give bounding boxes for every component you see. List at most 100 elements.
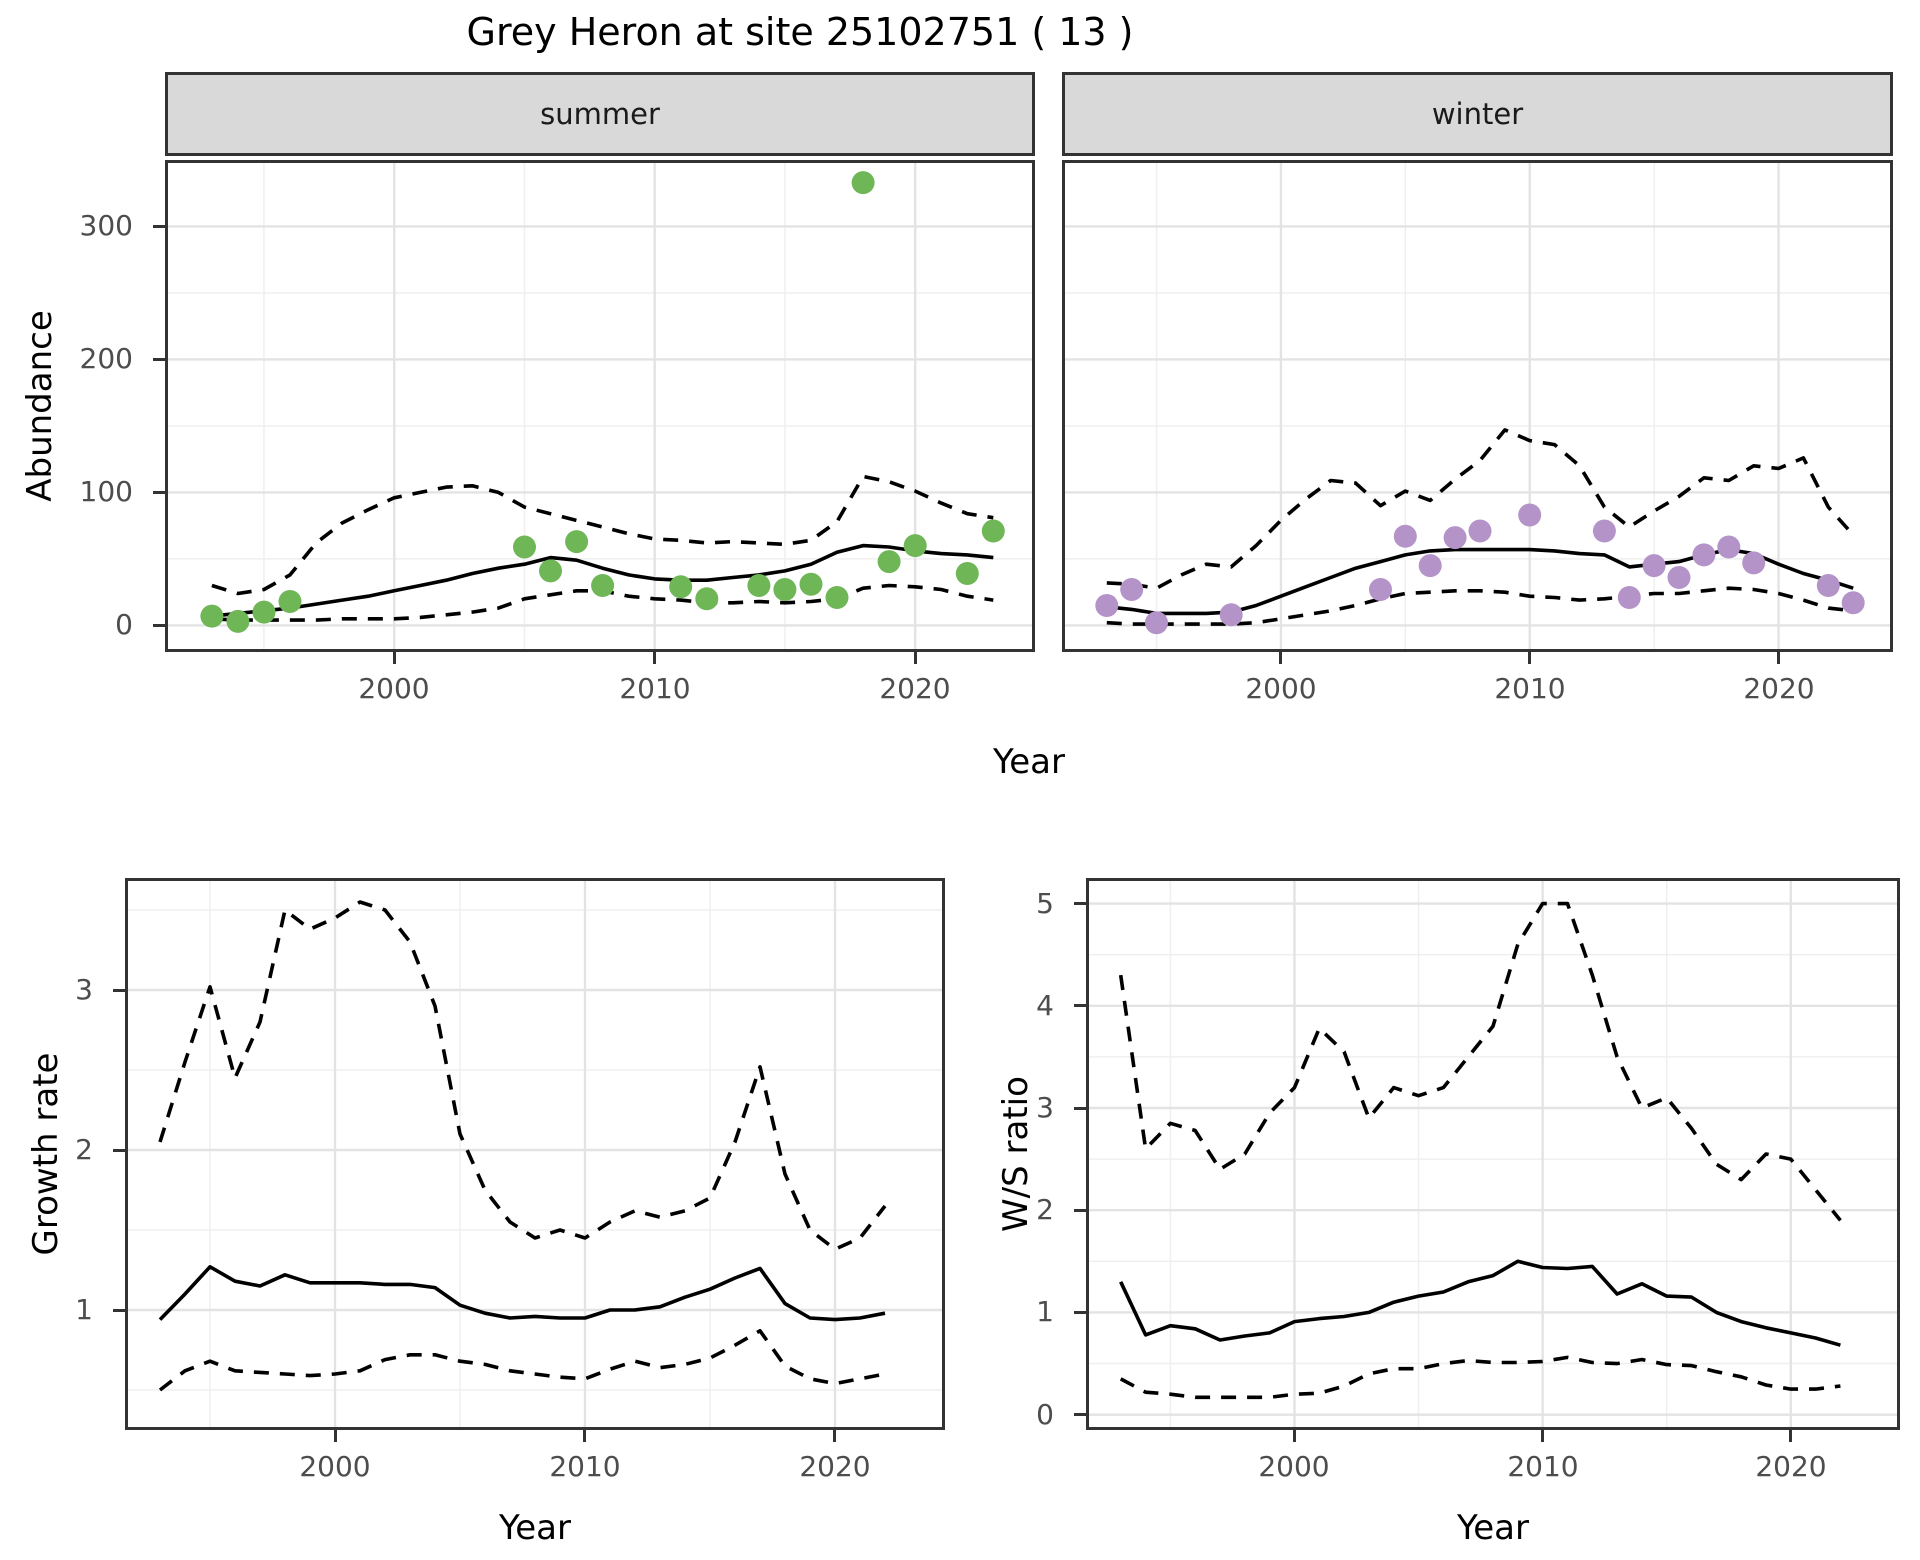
x-tick-label: 2010 [549,1450,621,1483]
fitted-line [211,543,994,618]
y-tick-mark [1074,1311,1086,1314]
winter-data-point [1219,603,1243,627]
summer-data-point [226,609,250,633]
x-tick-mark [833,1430,836,1442]
winter-data-point [1393,524,1417,548]
summer-data-point [591,574,615,597]
winter-data-point [1742,551,1766,575]
y-tick-mark [113,1309,125,1312]
winter-data-point [1145,611,1168,635]
x-tick-label: 2020 [799,1450,871,1483]
y-tick-mark [153,225,165,228]
x-tick-label: 2020 [879,672,951,705]
winter-data-point [1468,519,1492,543]
winter-data-point [1095,594,1119,617]
summer-panel [165,160,1035,652]
summer-data-point [825,586,849,609]
summer-data-point [773,578,797,601]
x-axis-label-year-bottom-left: Year [499,1508,571,1548]
winter-data-point [1841,591,1865,615]
x-tick-mark [653,652,656,664]
panel-border [165,160,1035,652]
summer-data-point [539,559,562,583]
x-tick-mark [334,1430,337,1442]
summer-data-point [747,574,771,597]
summer-data-point [955,562,979,585]
winter-data-point [1592,519,1616,543]
facet-strip-winter-label: winter [1431,97,1524,131]
x-tick-label: 2000 [358,672,430,705]
facet-strip-summer: summer [165,72,1035,156]
winter-data-point [1667,566,1691,589]
summer-data-point [200,604,224,628]
y-tick-mark [113,989,125,992]
x-tick-mark [1279,652,1282,664]
summer-data-point [565,530,589,554]
facet-strip-winter: winter [1062,72,1893,156]
upper-ci-line [1118,901,1842,1222]
x-tick-mark [1528,652,1531,664]
x-tick-label: 2020 [1755,1450,1827,1483]
winter-data-point [1418,554,1442,578]
y-tick-label: 0 [115,608,133,641]
y-tick-label: 3 [75,973,93,1006]
chart-title: Grey Heron at site 25102751 ( 13 ) [466,10,1134,54]
y-tick-mark [153,491,165,494]
y-tick-label: 300 [79,209,133,242]
x-tick-label: 2010 [1507,1450,1579,1483]
x-tick-mark [583,1430,586,1442]
winter-data-point [1443,526,1467,550]
y-tick-mark [1074,1107,1086,1110]
summer-data-point [981,519,1005,543]
winter-panel [1062,160,1893,652]
winter-data-point [1518,503,1542,527]
summer-data-point [669,575,693,599]
upper-ci-line [1106,428,1855,591]
winter-data-point [1692,543,1716,567]
y-tick-label: 3 [1036,1091,1054,1124]
panel-border [1062,160,1893,652]
y-axis-label-abundance: Abundance [20,310,60,502]
y-tick-label: 1 [75,1293,93,1326]
winter-data-point [1617,586,1641,609]
winter-data-point [1120,578,1144,601]
lower-ci-line [1106,586,1854,626]
x-axis-label-year-top: Year [993,742,1065,782]
y-tick-mark [1074,902,1086,905]
y-tick-label: 0 [1036,1398,1054,1431]
y-tick-label: 4 [1036,989,1054,1022]
ws-panel [1086,878,1900,1430]
x-tick-label: 2000 [299,1450,371,1483]
x-tick-label: 2000 [1258,1450,1330,1483]
y-tick-label: 2 [1036,1193,1054,1226]
x-tick-label: 2000 [1245,672,1317,705]
lower-ci-line [1119,1355,1841,1400]
summer-data-point [252,600,276,624]
summer-data-point [278,590,302,613]
y-tick-label: 200 [79,342,133,375]
x-tick-mark [393,652,396,664]
growth-panel [125,878,945,1430]
x-tick-mark [1777,652,1780,664]
x-tick-label: 2020 [1743,672,1815,705]
x-tick-mark [914,652,917,664]
summer-data-point [695,587,719,611]
winter-data-point [1642,554,1666,578]
y-tick-mark [1074,1413,1086,1416]
summer-data-point [513,535,536,559]
y-tick-mark [1074,1209,1086,1212]
x-axis-label-year-bottom-right: Year [1457,1508,1529,1548]
fitted-line [1119,1259,1841,1347]
x-tick-mark [1789,1430,1792,1442]
summer-data-point [903,534,927,558]
y-tick-mark [153,358,165,361]
upper-ci-line [211,474,994,596]
x-tick-label: 2010 [1494,672,1566,705]
x-tick-label: 2010 [619,672,691,705]
y-tick-label: 2 [75,1133,93,1166]
panel-border [125,878,945,1430]
panel-background [1062,160,1893,652]
summer-data-point [851,171,875,195]
y-tick-label: 1 [1036,1295,1054,1328]
